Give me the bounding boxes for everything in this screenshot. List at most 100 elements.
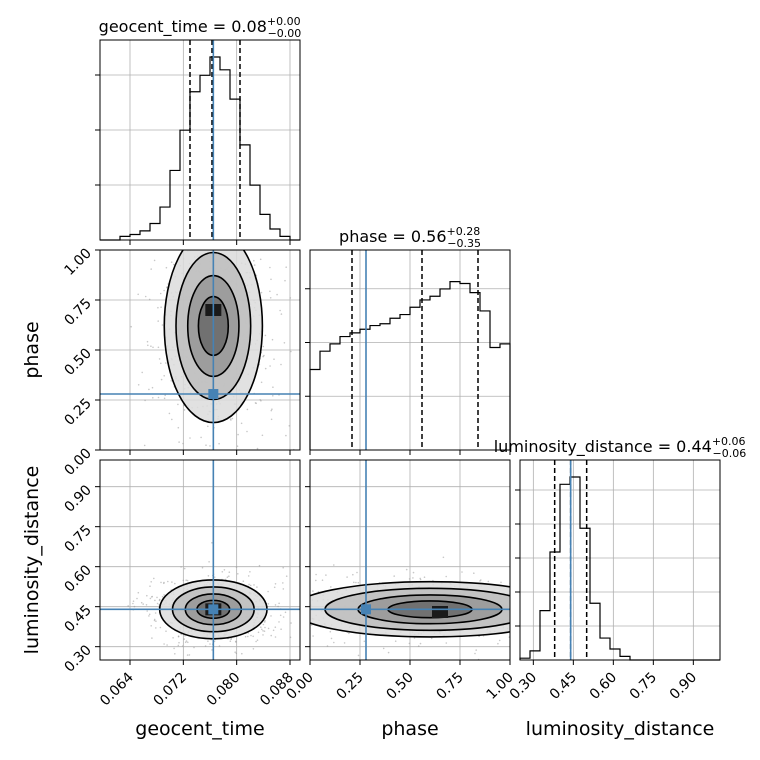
density-geocent-lumdist-sample bbox=[150, 581, 152, 583]
density-geocent-lumdist-sample bbox=[145, 604, 148, 606]
density-geocent-lumdist-sample bbox=[282, 582, 284, 584]
density-geocent-lumdist-sample bbox=[208, 561, 210, 563]
xaxis-lumdist-xtick-label-0: 0.30 bbox=[507, 670, 540, 703]
density-geocent-phase-sample bbox=[233, 227, 235, 229]
density-geocent-phase-sample bbox=[256, 447, 259, 450]
density-phase-lumdist-sample bbox=[559, 620, 561, 622]
density-geocent-lumdist-sample bbox=[274, 626, 277, 628]
density-geocent-phase-sample bbox=[209, 445, 211, 447]
density-geocent-phase-sample bbox=[130, 325, 132, 328]
density-geocent-lumdist-sample bbox=[154, 599, 156, 602]
density-geocent-lumdist-sample bbox=[274, 604, 277, 606]
density-phase-lumdist-sample bbox=[333, 641, 335, 644]
density-geocent-phase-sample bbox=[256, 247, 258, 249]
density-geocent-lumdist-sample bbox=[262, 630, 264, 632]
density-geocent-phase-sample bbox=[186, 231, 188, 233]
density-phase-lumdist-sample bbox=[357, 654, 360, 657]
density-phase-lumdist-sample bbox=[412, 577, 414, 579]
density-phase-lumdist-sample bbox=[555, 618, 557, 620]
density-geocent-lumdist-sample bbox=[142, 603, 144, 605]
density-phase-lumdist-sample bbox=[310, 624, 313, 626]
density-geocent-lumdist-sample bbox=[226, 576, 229, 578]
hist-geocent-title: geocent_time = 0.08+0.00 −0.00 bbox=[99, 15, 302, 40]
density-geocent-phase-sample bbox=[185, 204, 187, 206]
density-phase-lumdist-sample bbox=[594, 632, 596, 634]
density-phase-lumdist-sample bbox=[284, 624, 286, 626]
density-geocent-lumdist-sample bbox=[163, 594, 165, 596]
density-geocent-phase-sample bbox=[289, 297, 292, 299]
density-geocent-phase-sample bbox=[288, 425, 291, 427]
density-geocent-phase-sample bbox=[177, 247, 179, 249]
density-phase-lumdist-sample bbox=[565, 599, 567, 601]
density-phase-lumdist-sample bbox=[527, 622, 529, 624]
density-geocent-lumdist-sample bbox=[279, 614, 282, 617]
density-phase-lumdist-sample bbox=[387, 651, 390, 654]
density-phase-lumdist-sample bbox=[487, 580, 490, 583]
density-phase-lumdist-sample bbox=[553, 613, 555, 615]
density-geocent-lumdist-sample bbox=[133, 605, 136, 608]
density-geocent-phase-sample bbox=[290, 350, 292, 353]
density-geocent-phase-sample bbox=[172, 203, 174, 205]
yaxis-lumdist-ytick-label-3: 0.75 bbox=[61, 522, 94, 555]
density-geocent-lumdist-sample bbox=[253, 584, 255, 586]
density-geocent-phase-sample bbox=[241, 235, 243, 237]
density-phase-lumdist-sample bbox=[346, 576, 348, 578]
density-geocent-phase-sample bbox=[261, 434, 264, 437]
density-geocent-phase-sample bbox=[183, 409, 186, 411]
density-geocent-phase-density bbox=[130, 203, 295, 450]
density-phase-lumdist-sample bbox=[593, 635, 595, 637]
density-phase-lumdist-sample bbox=[529, 600, 531, 602]
density-geocent-lumdist-sample bbox=[146, 594, 148, 597]
density-geocent-phase-sample bbox=[197, 244, 199, 246]
density-phase-lumdist-sample bbox=[273, 603, 275, 605]
density-phase-lumdist-contour-0 bbox=[310, 580, 510, 638]
density-geocent-phase-sample bbox=[200, 209, 202, 211]
density-phase-lumdist-sample bbox=[325, 574, 327, 576]
density-phase-lumdist-sample bbox=[412, 571, 415, 574]
density-phase-lumdist-sample bbox=[560, 618, 562, 620]
density-geocent-phase-sample bbox=[209, 247, 211, 249]
density-geocent-lumdist-sample bbox=[270, 634, 273, 637]
density-phase-lumdist-sample bbox=[525, 597, 527, 599]
density-geocent-phase-sample bbox=[283, 342, 286, 344]
hist-geocent-outline bbox=[100, 56, 300, 241]
density-phase-lumdist-sample bbox=[430, 637, 433, 640]
density-geocent-lumdist-sample bbox=[207, 640, 209, 642]
density-geocent-phase-sample bbox=[271, 408, 273, 411]
density-phase-lumdist-sample bbox=[544, 601, 546, 603]
density-phase-lumdist-sample bbox=[274, 607, 276, 609]
density-phase-lumdist-sample bbox=[413, 637, 416, 639]
density-phase-lumdist-sample bbox=[355, 581, 357, 584]
density-phase-lumdist-sample bbox=[382, 647, 385, 650]
density-geocent-lumdist-sample bbox=[218, 645, 221, 647]
density-phase-lumdist-sample bbox=[564, 616, 566, 618]
density-geocent-lumdist-sample bbox=[158, 599, 161, 602]
density-geocent-lumdist-sample bbox=[247, 575, 250, 577]
xaxis-phase-xtick-label-2: 0.50 bbox=[383, 670, 416, 703]
density-geocent-lumdist-sample bbox=[213, 576, 216, 578]
density-geocent-phase-sample bbox=[284, 279, 286, 282]
density-geocent-phase-sample bbox=[157, 320, 159, 322]
density-geocent-lumdist-sample bbox=[186, 579, 189, 582]
density-geocent-lumdist-sample bbox=[230, 637, 233, 640]
xaxis-phase-xtick-label-1: 0.25 bbox=[333, 670, 366, 703]
density-geocent-lumdist-sample bbox=[178, 641, 180, 644]
density-phase-lumdist-sample bbox=[530, 586, 532, 588]
density-geocent-phase-sample bbox=[255, 229, 257, 231]
density-geocent-lumdist-sample bbox=[209, 643, 211, 645]
density-geocent-lumdist-sample bbox=[242, 580, 245, 582]
density-geocent-lumdist-sample bbox=[155, 620, 157, 622]
xaxis-geocent-xtick-label-1: 0.072 bbox=[150, 670, 190, 710]
density-phase-lumdist-sample bbox=[559, 606, 561, 608]
density-phase-lumdist-sample bbox=[408, 642, 411, 645]
density-geocent-lumdist-sample bbox=[165, 630, 167, 632]
density-phase-lumdist-sample bbox=[329, 630, 332, 633]
density-geocent-lumdist-sample bbox=[148, 615, 150, 617]
density-geocent-lumdist-sample bbox=[187, 641, 189, 644]
density-geocent-phase-sample bbox=[196, 242, 198, 244]
xaxis-geocent-xtick-label-2: 0.080 bbox=[204, 670, 244, 710]
density-geocent-phase-sample bbox=[271, 338, 274, 341]
density-geocent-phase-sample bbox=[150, 268, 152, 270]
density-geocent-phase-sample bbox=[236, 445, 239, 448]
